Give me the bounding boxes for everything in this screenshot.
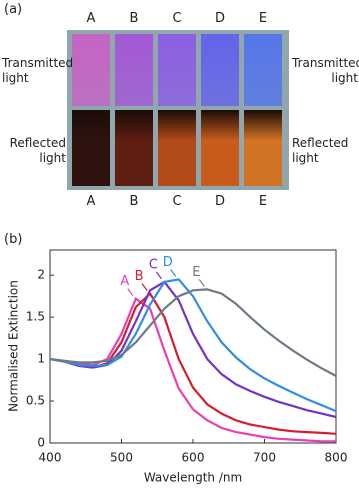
vial-reflected (115, 110, 153, 186)
x-tick-label: 700 (253, 451, 276, 465)
panel-label: (a) (4, 2, 23, 17)
vial-label: B (129, 11, 139, 26)
panel-label: (b) (4, 232, 23, 247)
row-label: Reflected light (9, 136, 66, 165)
series-label: C (149, 257, 158, 272)
series-label: B (135, 269, 144, 284)
vial-label: C (172, 194, 182, 209)
vial-reflected (201, 110, 239, 186)
x-axis-label: Wavelength /nm (144, 471, 242, 485)
vial-reflected (158, 110, 196, 186)
row-label: Reflected light (292, 136, 349, 165)
y-tick-label: 0.5 (26, 394, 45, 408)
y-tick-label: 0 (37, 436, 45, 450)
line-series (49, 288, 337, 377)
y-tick-label: 2 (37, 268, 45, 282)
label-leader (127, 288, 134, 297)
vial-transmitted (158, 34, 196, 106)
series-label: A (120, 274, 129, 289)
x-tick-label: 600 (182, 451, 205, 465)
vial-reflected (72, 110, 110, 186)
vial-label: D (214, 11, 225, 26)
vial-reflected (244, 110, 282, 186)
vial-transmitted (201, 34, 239, 106)
vial-transmitted (72, 34, 110, 106)
vial-label: E (258, 11, 268, 26)
series-label: D (163, 255, 173, 270)
line-series (49, 297, 336, 443)
y-tick-label: 1.5 (26, 310, 45, 324)
vial-transmitted (244, 34, 282, 106)
series-label: E (192, 265, 200, 280)
line-series (49, 291, 337, 435)
vial-label: C (172, 11, 182, 26)
photo (67, 30, 289, 190)
label-leader (155, 271, 162, 280)
vial-label: B (129, 194, 139, 209)
label-leader (198, 279, 205, 287)
vial-label: E (258, 194, 268, 209)
row-label: Transmitted light (292, 56, 359, 85)
x-tick-label: 500 (110, 451, 133, 465)
vial-label: A (86, 11, 96, 26)
label-leader (141, 283, 148, 291)
row-label: Transmitted light (2, 56, 74, 85)
vial-transmitted (115, 34, 153, 106)
line-series (49, 280, 337, 419)
x-tick-label: 800 (325, 451, 348, 465)
vial-label: D (214, 194, 225, 209)
x-tick-label: 400 (39, 451, 62, 465)
vial-label: A (86, 194, 96, 209)
label-leader (170, 269, 177, 277)
y-tick-label: 1 (37, 352, 45, 366)
line-series (49, 278, 337, 413)
y-axis-label: Normalised Extinction (7, 280, 21, 412)
